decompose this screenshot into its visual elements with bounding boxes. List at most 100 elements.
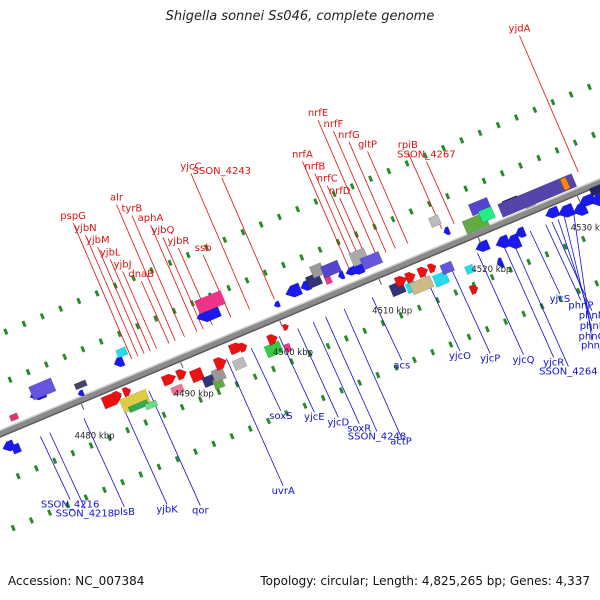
gene-feature[interactable] [73,379,88,391]
gene-label[interactable]: qor [192,506,209,517]
gene-label[interactable]: ssb [195,243,212,254]
tick-dot [572,139,578,147]
gene-label[interactable]: yjcQ [512,355,534,366]
gene-feature[interactable] [442,226,452,237]
gene-label[interactable]: nrfB [304,162,325,173]
gene-feature[interactable] [231,356,248,371]
gene-label[interactable]: plsB [114,507,135,518]
tick-dot [338,387,344,394]
gene-label[interactable]: tyrB [121,204,142,215]
gene-feature[interactable] [170,383,185,397]
gene-feature[interactable] [464,263,476,275]
gene-label[interactable]: yjcC [180,161,201,172]
gene-label[interactable]: yjcE [304,412,325,423]
gene-label[interactable]: yjbR [167,236,189,247]
gene-label[interactable]: yjcO [449,351,471,362]
gene-label[interactable]: yjbJ [114,259,132,270]
gene-label[interactable]: gltP [358,139,377,150]
gene-label[interactable]: nrfG [338,130,360,141]
gene-feature[interactable] [281,323,290,332]
gene-label[interactable]: yjcD [327,417,349,428]
gene-feature[interactable] [212,355,229,371]
gene-feature[interactable] [10,442,23,455]
gene-label[interactable]: nrfF [324,119,344,130]
gene-feature[interactable] [112,390,123,402]
gene-label[interactable]: nrfC [317,174,338,185]
gene-label[interactable]: SSON_4248 [348,432,407,443]
gene-label[interactable]: yjcP [480,354,500,365]
gene-feature[interactable] [112,355,126,369]
gene-feature[interactable] [559,176,571,191]
gene-feature[interactable] [504,233,523,251]
gene-feature[interactable] [115,346,129,359]
gene-label[interactable]: soxR [347,424,371,435]
gene-feature[interactable] [282,342,293,354]
gene-feature[interactable] [174,367,188,381]
gene-feature[interactable] [337,270,346,281]
ruler-label: 4490 kbp [174,390,214,400]
gene-label[interactable]: phnJ [581,340,600,351]
gene-feature[interactable] [416,265,430,279]
gene-label[interactable]: phnN [579,311,600,322]
gene-feature[interactable] [514,226,527,240]
gene-label[interactable]: yjbQ [151,225,174,236]
gene-label[interactable]: yjbL [100,247,121,258]
gene-label[interactable]: yjbM [86,235,110,246]
gene-label[interactable]: yjbK [156,504,178,515]
gene-feature[interactable] [121,386,133,398]
gene-feature[interactable] [403,270,417,284]
gene-label[interactable]: yjcS [550,294,571,305]
gene-label[interactable]: SSON_4267 [397,149,456,160]
gene-label[interactable]: pspG [60,211,86,222]
gene-label[interactable]: SSON_4243 [193,166,252,177]
label-leader-line [325,316,378,432]
tick-dot [216,388,222,396]
gene-feature[interactable] [408,275,435,296]
gene-feature[interactable] [439,260,455,276]
gene-feature[interactable] [468,283,480,296]
gene-feature[interactable] [77,389,85,398]
gene-label[interactable]: yjcR [543,357,564,368]
gene-label[interactable]: acs [393,360,410,371]
gene-feature[interactable] [431,270,451,288]
gene-label[interactable]: phnL [580,321,600,332]
gene-feature[interactable] [266,332,279,346]
label-leader-line [545,224,582,301]
gene-feature[interactable] [589,192,600,208]
gene-label[interactable]: dnaB [128,269,154,280]
gene-label[interactable]: uvrA [272,486,295,497]
gene-label[interactable]: SSON_4264 [539,366,598,377]
tick-dot [408,208,414,215]
gene-label[interactable]: SSON_4218 [56,508,115,519]
gene-feature[interactable] [160,372,178,387]
gene-feature[interactable] [474,239,491,254]
gene-feature[interactable] [426,262,438,274]
gene-feature[interactable] [393,274,409,288]
gene-label[interactable]: soxS [269,411,292,422]
gene-label[interactable]: nrfD [329,186,351,197]
gene-label[interactable]: phnO [579,331,600,342]
gene-feature[interactable] [283,282,304,300]
gene-label[interactable]: nrfE [308,108,328,119]
gene-label[interactable]: yjbN [74,223,97,234]
gene-label[interactable]: rpiB [398,140,418,151]
gene-feature[interactable] [428,214,442,228]
gene-feature[interactable] [495,257,505,269]
gene-feature[interactable] [194,290,227,315]
gene-label[interactable]: phnP [568,300,593,311]
tick-dot [466,333,472,341]
gene-feature[interactable] [497,173,578,218]
gene-feature[interactable] [477,205,496,224]
gene-feature[interactable] [273,300,282,309]
gene-label[interactable]: alr [110,193,124,204]
gene-label[interactable]: yjdA [509,24,531,35]
gene-feature[interactable] [28,377,57,401]
gene-feature[interactable] [237,341,249,353]
gene-feature[interactable] [144,399,159,411]
gene-label[interactable]: aphA [138,213,164,224]
gene-label[interactable]: actP [390,437,412,448]
gene-label[interactable]: nrfA [292,149,313,160]
gene-feature[interactable] [359,250,384,271]
gene-feature[interactable] [8,412,20,422]
gene-label[interactable]: SSON_4216 [41,499,100,510]
